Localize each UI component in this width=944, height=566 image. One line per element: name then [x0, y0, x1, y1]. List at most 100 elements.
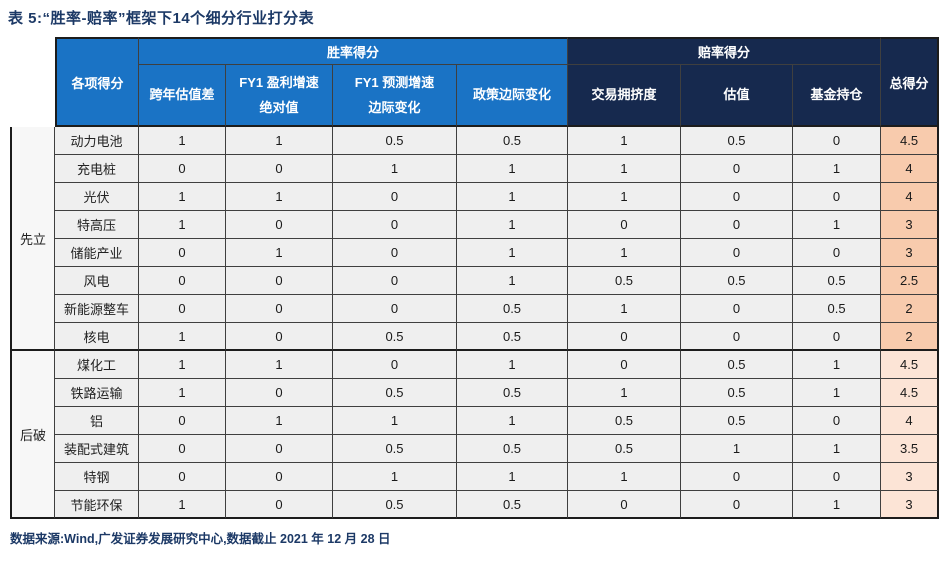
- table-row: 风电 0 0 0 1 0.5 0.5 0.5 2.5: [10, 267, 940, 295]
- total-score-cell: 3: [881, 239, 940, 267]
- score-cell: 1: [333, 407, 457, 435]
- score-cell: 0: [793, 239, 882, 267]
- score-cell: 1: [226, 127, 333, 155]
- score-cell: 0.5: [333, 491, 457, 519]
- score-cell: 1: [457, 351, 569, 379]
- total-score-cell: 3: [881, 491, 940, 519]
- score-cell: 0.5: [333, 323, 457, 351]
- group-header-winrate: 胜率得分: [139, 37, 569, 65]
- score-cell: 1: [139, 491, 226, 519]
- score-cell: 0: [139, 435, 226, 463]
- score-cell: 0: [226, 211, 333, 239]
- total-score-cell: 2: [881, 295, 940, 323]
- table-row: 特高压 1 0 0 1 0 0 1 3: [10, 211, 940, 239]
- table-body: 先立 动力电池 1 1 0.5 0.5 1 0.5 0 4.5 充电桩 0 0 1 1 1 0 1 4 光伏 1 1 0 1 1…: [10, 127, 940, 519]
- score-cell: 0.5: [457, 435, 569, 463]
- table-row: 特钢 0 0 1 1 1 0 0 3: [10, 463, 940, 491]
- score-cell: 0: [333, 267, 457, 295]
- score-cell: 1: [226, 183, 333, 211]
- score-cell: 0.5: [457, 379, 569, 407]
- score-cell: 0: [681, 183, 794, 211]
- score-cell: 0: [681, 323, 794, 351]
- total-score-cell: 2.5: [881, 267, 940, 295]
- score-cell: 0.5: [457, 491, 569, 519]
- category-cell: 后破: [10, 351, 55, 519]
- score-cell: 0: [333, 183, 457, 211]
- score-cell: 1: [793, 379, 882, 407]
- score-cell: 1: [457, 463, 569, 491]
- score-cell: 1: [226, 407, 333, 435]
- score-cell: 0: [793, 407, 882, 435]
- industry-name-cell: 铝: [55, 407, 139, 435]
- score-cell: 1: [568, 463, 682, 491]
- sub-header-fund-holdings: 基金持仓: [793, 65, 882, 127]
- sub-header-fy1-earnings-growth: FY1 盈利增速 绝对值: [226, 65, 333, 127]
- page-title: 表 5:“胜率-赔率”框架下14个细分行业打分表: [8, 10, 315, 27]
- score-cell: 0.5: [793, 267, 882, 295]
- score-cell: 0: [333, 295, 457, 323]
- score-cell: 0: [568, 211, 682, 239]
- score-cell: 0.5: [333, 127, 457, 155]
- score-cell: 0: [333, 351, 457, 379]
- score-cell: 0.5: [681, 267, 794, 295]
- score-cell: 0.5: [568, 407, 682, 435]
- score-cell: 0: [226, 379, 333, 407]
- total-score-cell: 4.5: [881, 379, 940, 407]
- industry-name-cell: 动力电池: [55, 127, 139, 155]
- score-cell: 0: [681, 211, 794, 239]
- total-score-cell: 3: [881, 463, 940, 491]
- score-cell: 0: [226, 435, 333, 463]
- score-cell: 1: [139, 351, 226, 379]
- table-row: 光伏 1 1 0 1 1 0 0 4: [10, 183, 940, 211]
- industry-name-cell: 核电: [55, 323, 139, 351]
- industry-name-cell: 充电桩: [55, 155, 139, 183]
- table-row: 节能环保 1 0 0.5 0.5 0 0 1 3: [10, 491, 940, 519]
- sub-header-valuation-gap: 跨年估值差: [139, 65, 226, 127]
- score-cell: 0.5: [333, 435, 457, 463]
- score-cell: 0: [681, 491, 794, 519]
- source-note: 数据来源:Wind,广发证券发展研究中心,数据截止 2021 年 12 月 28…: [10, 532, 391, 546]
- score-cell: 0.5: [333, 379, 457, 407]
- score-cell: 1: [793, 351, 882, 379]
- industry-name-cell: 铁路运输: [55, 379, 139, 407]
- score-cell: 1: [139, 127, 226, 155]
- score-cell: 1: [568, 379, 682, 407]
- total-score-cell: 4: [881, 407, 940, 435]
- header-spacer: [10, 37, 55, 127]
- header-group-row: 各项得分 胜率得分 赔率得分 总得分: [10, 37, 940, 127]
- score-cell: 1: [226, 239, 333, 267]
- score-cell: 1: [139, 323, 226, 351]
- total-score-cell: 4: [881, 183, 940, 211]
- score-cell: 1: [457, 267, 569, 295]
- table-row: 装配式建筑 0 0 0.5 0.5 0.5 1 1 3.5: [10, 435, 940, 463]
- industry-name-cell: 煤化工: [55, 351, 139, 379]
- score-cell: 0.5: [793, 295, 882, 323]
- score-cell: 1: [139, 211, 226, 239]
- score-cell: 0: [793, 183, 882, 211]
- industry-name-cell: 储能产业: [55, 239, 139, 267]
- total-score-cell: 4.5: [881, 127, 940, 155]
- score-cell: 0: [568, 323, 682, 351]
- score-cell: 1: [457, 239, 569, 267]
- score-cell: 0: [139, 155, 226, 183]
- score-cell: 0: [139, 267, 226, 295]
- total-score-cell: 3.5: [881, 435, 940, 463]
- sub-header-valuation: 估值: [681, 65, 794, 127]
- score-cell: 0: [139, 463, 226, 491]
- total-score-cell: 2: [881, 323, 940, 351]
- table-row: 储能产业 0 1 0 1 1 0 0 3: [10, 239, 940, 267]
- score-cell: 0: [139, 407, 226, 435]
- score-cell: 0: [681, 239, 794, 267]
- score-cell: 1: [333, 463, 457, 491]
- score-cell: 1: [568, 155, 682, 183]
- score-cell: 0: [226, 295, 333, 323]
- score-cell: 0.5: [457, 127, 569, 155]
- score-cell: 0: [681, 295, 794, 323]
- total-header: 总得分: [881, 37, 940, 127]
- score-cell: 1: [333, 155, 457, 183]
- score-cell: 0: [139, 295, 226, 323]
- sub-header-policy-change: 政策边际变化: [457, 65, 569, 127]
- score-cell: 0: [226, 267, 333, 295]
- score-cell: 1: [457, 407, 569, 435]
- report-table: 各项得分 胜率得分 赔率得分 总得分 跨年估值差 FY1 盈利增速 绝对值 FY…: [10, 37, 940, 519]
